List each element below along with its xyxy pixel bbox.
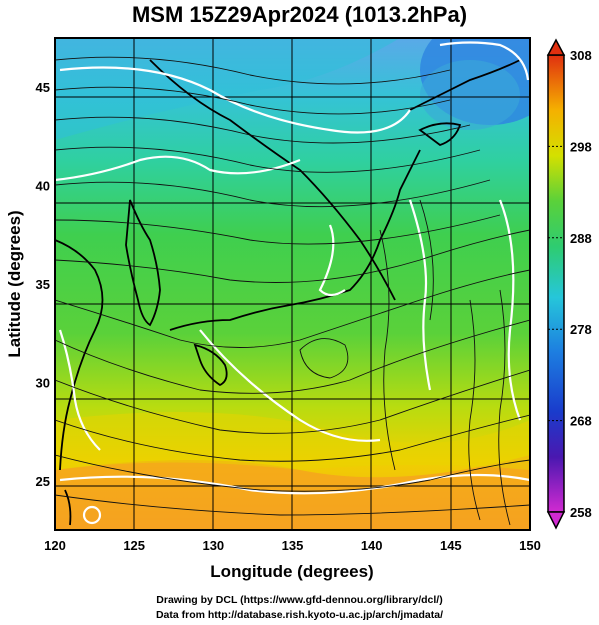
x-axis-ticks: 120 125 130 135 140 145 150 xyxy=(44,538,541,553)
map-plot xyxy=(55,38,530,530)
y-tick-label: 30 xyxy=(36,375,50,390)
colorbar-tick-label: 298 xyxy=(570,139,592,154)
colorbar-tick-label: 288 xyxy=(570,231,592,246)
x-tick-label: 120 xyxy=(44,538,66,553)
streamlines xyxy=(55,56,530,526)
colorbar-tick-label: 278 xyxy=(570,322,592,337)
x-tick-label: 135 xyxy=(282,538,304,553)
y-axis-ticks: 25 30 35 40 45 xyxy=(36,80,50,489)
map-frame xyxy=(54,37,531,531)
y-axis-label: Latitude (degrees) xyxy=(5,210,24,357)
colorbar: 308 298 288 278 268 258 xyxy=(546,38,592,530)
x-axis-label: Longitude (degrees) xyxy=(210,562,373,581)
colorbar-bottom-arrow xyxy=(546,511,566,530)
y-tick-label: 40 xyxy=(36,179,50,194)
coastlines xyxy=(55,59,521,526)
y-tick-label: 35 xyxy=(36,277,50,292)
y-tick-label: 25 xyxy=(36,474,50,489)
x-tick-label: 150 xyxy=(519,538,541,553)
colorbar-tick-label: 268 xyxy=(570,414,592,429)
x-tick-label: 140 xyxy=(361,538,383,553)
colorbar-tick-label: 308 xyxy=(570,48,592,63)
colorbar-top-arrow xyxy=(546,38,566,56)
map-title: MSM 15Z29Apr2024 (1013.2hPa) xyxy=(131,2,468,27)
colorbar-scale xyxy=(547,54,565,513)
map-figure: 120 125 130 135 140 145 150 25 30 35 40 45 Longitu… xyxy=(5,37,592,581)
colorbar-tick-label: 258 xyxy=(570,505,592,520)
x-tick-label: 125 xyxy=(123,538,145,553)
credit-drawing: Drawing by DCL (https://www.gfd-dennou.o… xyxy=(156,594,443,606)
x-tick-label: 130 xyxy=(202,538,224,553)
x-tick-label: 145 xyxy=(440,538,462,553)
y-tick-label: 45 xyxy=(36,80,50,95)
credit-data-source: Data from http://database.rish.kyoto-u.a… xyxy=(155,609,444,621)
